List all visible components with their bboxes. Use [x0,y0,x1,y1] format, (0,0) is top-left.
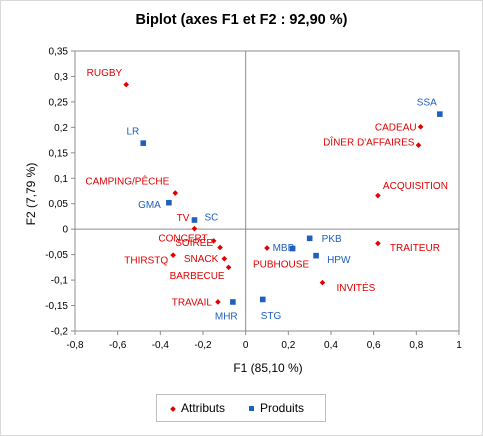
point-marker-attributs [172,190,179,196]
point-label: CONCERT [158,233,207,244]
x-tick-label: 0 [243,340,249,351]
y-tick-label: 0,35 [49,47,69,58]
point-marker-attributs [375,240,381,247]
x-tick-label: 0,4 [324,340,338,351]
point-label: HPW [327,255,351,266]
point-label: SOIRÉE [175,236,213,249]
point-marker-attributs [221,255,228,262]
y-tick-label: -0,15 [45,301,68,312]
y-tick-label: 0,25 [49,97,69,108]
point-label: ACQUISITION [383,181,448,192]
y-tick-label: 0,15 [49,148,69,159]
axes-layer: -0,8 -0,6 -0,4 -0,2 0 0,2 0,4 0,6 0,8 1 -0,2 -0,15 -… [45,47,462,352]
point-label: PKB [322,234,342,245]
point-marker-attributs [210,238,217,244]
x-tick-label: 0,2 [281,340,295,351]
legend-label-attributs: Attributs [181,401,226,415]
chart-title: Biplot (axes F1 et F2 : 92,90 %) [135,12,348,28]
point-marker-produits [166,199,172,206]
point-marker-attributs [264,245,270,251]
point-label: MBB [273,243,295,254]
point-label: MHR [215,311,238,322]
point-marker-attributs [225,264,232,271]
point-marker-produits [140,140,147,146]
legend-label-produits: Produits [260,401,305,415]
point-label: INVITÉS [336,281,375,294]
point-label: SC [204,213,218,224]
y-tick-label: 0,1 [54,174,68,185]
x-tick-label: -0,4 [152,340,170,351]
point-label: SSA [417,98,437,109]
legend: Attributs Produits [156,394,326,422]
point-label: GMA [138,200,161,211]
legend-item-attributs: Attributs [170,401,226,415]
point-label: DÎNER D'AFFAIRES [323,136,415,149]
point-label: TRAVAIL [172,297,213,308]
point-marker-attributs [170,252,176,258]
point-marker-attributs [375,192,381,199]
point-marker-attributs [215,299,221,305]
point-marker-produits [437,111,443,117]
y-tick-label: 0 [62,225,68,236]
point-marker-attributs [217,244,223,251]
x-axis-label: F1 (85,10 %) [233,361,302,375]
point-marker-produits [306,235,313,242]
legend-item-produits: Produits [249,401,304,415]
point-label: BARBECUE [170,271,225,282]
point-marker-produits [313,252,319,259]
point-label: TV [177,213,190,224]
x-tick-label: -0,2 [194,340,212,351]
point-marker-produits [191,217,198,223]
point-marker-attributs [417,124,424,130]
point-label: SNACK [184,254,219,265]
x-tick-label: 0,6 [367,340,381,351]
y-tick-label: 0,05 [49,199,69,210]
point-marker-produits [259,296,266,303]
y-tick-label: -0,05 [45,250,68,261]
point-label: TRAITEUR [390,243,440,254]
point-marker-attributs [415,142,422,148]
plot-area-border [74,50,460,332]
x-tick-label: 1 [456,340,462,351]
point-label: RUGBY [87,68,123,79]
x-tick-label: -0,6 [109,340,127,351]
axis-labels-layer: F1 (85,10 %) F2 (7,79 %) [24,163,303,375]
point-marker-attributs [191,225,198,232]
point-marker-produits [230,299,236,305]
x-tick-label: -0,8 [66,340,84,351]
y-tick-label: 0,3 [54,72,68,83]
point-label: THIRSTQ [124,256,168,267]
point-marker-attributs [123,81,129,88]
point-marker-attributs [319,279,326,286]
square-marker-icon [249,406,254,412]
point-label: CADEAU [375,122,417,133]
y-tick-label: -0,2 [51,327,69,338]
y-tick-label: -0,1 [51,276,69,287]
point-marker-produits [289,245,296,252]
y-axis-label: F2 (7,79 %) [24,163,38,226]
y-tick-label: 0,2 [54,123,68,134]
point-label: STG [261,311,282,322]
point-label: PUBHOUSE [253,260,309,271]
x-tick-label: 0,8 [409,340,423,351]
point-label: CAMPING/PÊCHE [85,175,169,188]
point-label: LR [126,127,139,138]
diamond-marker-icon [170,405,176,412]
